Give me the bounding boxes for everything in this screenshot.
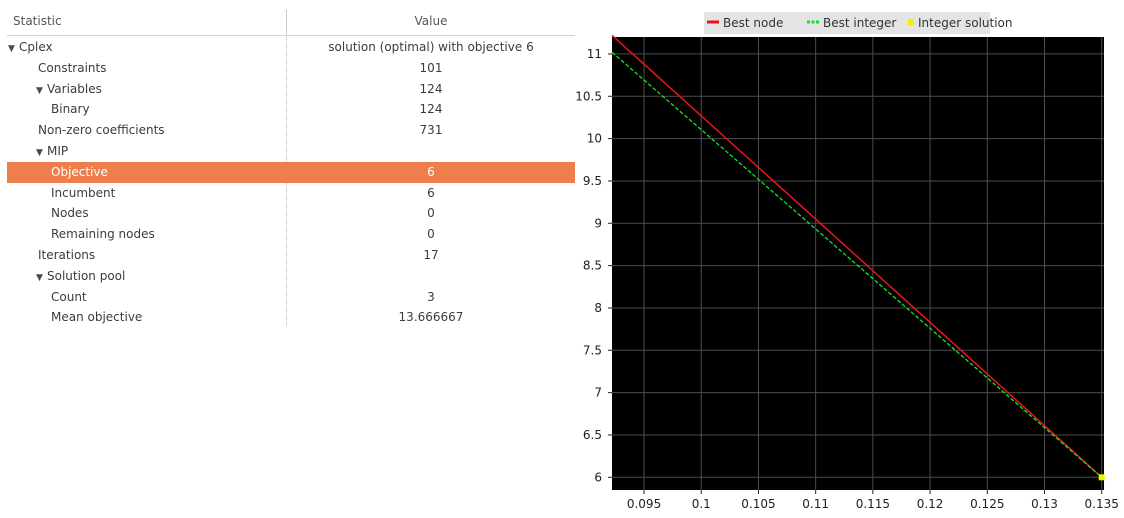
- statistic-cell: ▼ Cplex: [8, 37, 53, 60]
- tree-row[interactable]: Mean objective 13.666667: [7, 307, 575, 328]
- expand-triangle-icon[interactable]: ▼: [36, 147, 43, 158]
- legend-box: [704, 12, 990, 34]
- statistic-label: Solution pool: [47, 268, 126, 283]
- statistic-label: MIP: [47, 143, 69, 158]
- value-cell: 731: [419, 123, 443, 138]
- expand-triangle-icon[interactable]: ▼: [36, 85, 43, 96]
- legend-label[interactable]: Best node: [723, 16, 783, 30]
- statistic-label: Cplex: [19, 40, 53, 54]
- statistics-tree: Statistic Value ▼ Cplex solution (optimal)…: [7, 8, 575, 328]
- tree-row[interactable]: Incumbent 6: [7, 183, 575, 204]
- value-cell: 101: [419, 60, 443, 75]
- tree-row[interactable]: Constraints 101: [7, 58, 575, 79]
- value-cell: 17: [423, 247, 439, 262]
- statistic-cell: Count: [51, 287, 87, 308]
- statistic-cell: Nodes: [51, 203, 89, 224]
- tree-row[interactable]: ▼ Variables 124: [7, 79, 575, 100]
- statistic-cell: Constraints: [38, 58, 106, 79]
- chart-canvas: 6 6.5 7 7.5 8 8.5 9 9.5 10 10.5 11 0.095 0.1 0.105 0.1…: [575, 12, 1119, 511]
- x-tick-label: 0.115: [856, 497, 890, 511]
- statistic-label: Variables: [47, 81, 102, 96]
- tree-row[interactable]: ▼ MIP: [7, 141, 575, 162]
- statistic-label: Binary: [51, 102, 90, 117]
- legend-marker-integer-solution: [908, 19, 914, 25]
- x-tick-label: 0.095: [627, 497, 661, 511]
- legend-label[interactable]: Integer solution: [918, 16, 1013, 30]
- y-tick-label: 10.5: [575, 89, 602, 103]
- statistic-cell: Remaining nodes: [51, 224, 155, 245]
- tree-row[interactable]: Objective 6: [7, 161, 575, 183]
- value-cell: 3: [427, 289, 435, 304]
- expand-triangle-icon[interactable]: ▼: [36, 272, 43, 283]
- statistic-label: Objective: [51, 164, 108, 179]
- x-tick-label: 0.135: [1085, 497, 1119, 511]
- plot-area[interactable]: [612, 37, 1104, 490]
- y-tick-label: 7.5: [583, 343, 602, 357]
- expand-triangle-icon[interactable]: ▼: [8, 44, 15, 54]
- x-tick-label: 0.11: [802, 497, 829, 511]
- statistic-cell: Mean objective: [51, 307, 142, 328]
- statistic-label: Mean objective: [51, 310, 143, 325]
- statistic-cell: Binary: [51, 99, 90, 120]
- statistic-label: Count: [51, 289, 87, 304]
- statistic-label: Nodes: [51, 206, 89, 221]
- value-cell: 124: [419, 102, 443, 117]
- tree-row[interactable]: Count 3: [7, 287, 575, 308]
- y-tick-label: 7: [594, 386, 602, 400]
- y-tick-label: 8: [594, 301, 602, 315]
- y-tick-label: 9: [594, 216, 602, 230]
- value-cell: 0: [427, 227, 435, 242]
- statistic-cell: ▼ Variables: [36, 79, 102, 102]
- tree-rows: ▼ Cplex solution (optimal) with objective …: [7, 37, 575, 328]
- best-node-line[interactable]: [611, 34, 1103, 478]
- y-tick-label: 11: [587, 47, 602, 61]
- value-cell: 124: [419, 81, 443, 96]
- statistic-cell: Iterations: [38, 245, 95, 266]
- statistic-label: Remaining nodes: [51, 227, 155, 242]
- column-header-value[interactable]: Value: [414, 14, 448, 28]
- tree-row[interactable]: ▼ Solution pool: [7, 266, 575, 287]
- best-integer-line[interactable]: [611, 51, 1103, 478]
- statistic-cell: ▼ Solution pool: [36, 266, 125, 289]
- tree-header: Statistic Value: [7, 8, 575, 36]
- statistic-label: Incumbent: [51, 185, 116, 200]
- tree-row[interactable]: Nodes 0: [7, 203, 575, 224]
- x-tick-label: 0.125: [970, 497, 1004, 511]
- tree-row[interactable]: Binary 124: [7, 99, 575, 120]
- x-tick-label: 0.105: [741, 497, 775, 511]
- progress-chart: 6 6.5 7 7.5 8 8.5 9 9.5 10 10.5 11 0.095 0.1 0.105 0.1…: [575, 0, 1124, 518]
- statistic-cell: ▼ MIP: [36, 141, 68, 164]
- tree-row[interactable]: Remaining nodes 0: [7, 224, 575, 245]
- tree-row[interactable]: ▼ Cplex solution (optimal) with objective …: [7, 37, 575, 58]
- value-cell: solution (optimal) with objective 6: [328, 40, 534, 54]
- value-cell: 6: [427, 185, 435, 200]
- value-cell: 6: [427, 164, 435, 179]
- statistic-label: Constraints: [38, 60, 107, 75]
- y-tick-label: 10: [587, 132, 602, 146]
- y-tick-label: 8.5: [583, 259, 602, 273]
- y-tick-label: 6: [594, 470, 602, 484]
- tree-row[interactable]: Iterations 17: [7, 245, 575, 266]
- statistic-label: Non-zero coefficients: [38, 123, 165, 138]
- y-tick-label: 9.5: [583, 174, 602, 188]
- value-cell: 13.666667: [398, 310, 464, 325]
- y-tick-label: 6.5: [583, 428, 602, 442]
- statistic-cell: Non-zero coefficients: [38, 120, 165, 141]
- statistic-label: Iterations: [38, 247, 96, 262]
- column-header-statistic[interactable]: Statistic: [13, 14, 62, 28]
- x-tick-label: 0.1: [692, 497, 711, 511]
- statistic-cell: Incumbent: [51, 183, 115, 204]
- statistic-cell: Objective: [51, 162, 108, 183]
- integer-solution-point[interactable]: [1098, 474, 1105, 481]
- x-tick-label: 0.13: [1031, 497, 1058, 511]
- x-tick-label: 0.12: [917, 497, 944, 511]
- legend-label[interactable]: Best integer: [823, 16, 896, 30]
- tree-row[interactable]: Non-zero coefficients 731: [7, 120, 575, 141]
- value-cell: 0: [427, 206, 435, 221]
